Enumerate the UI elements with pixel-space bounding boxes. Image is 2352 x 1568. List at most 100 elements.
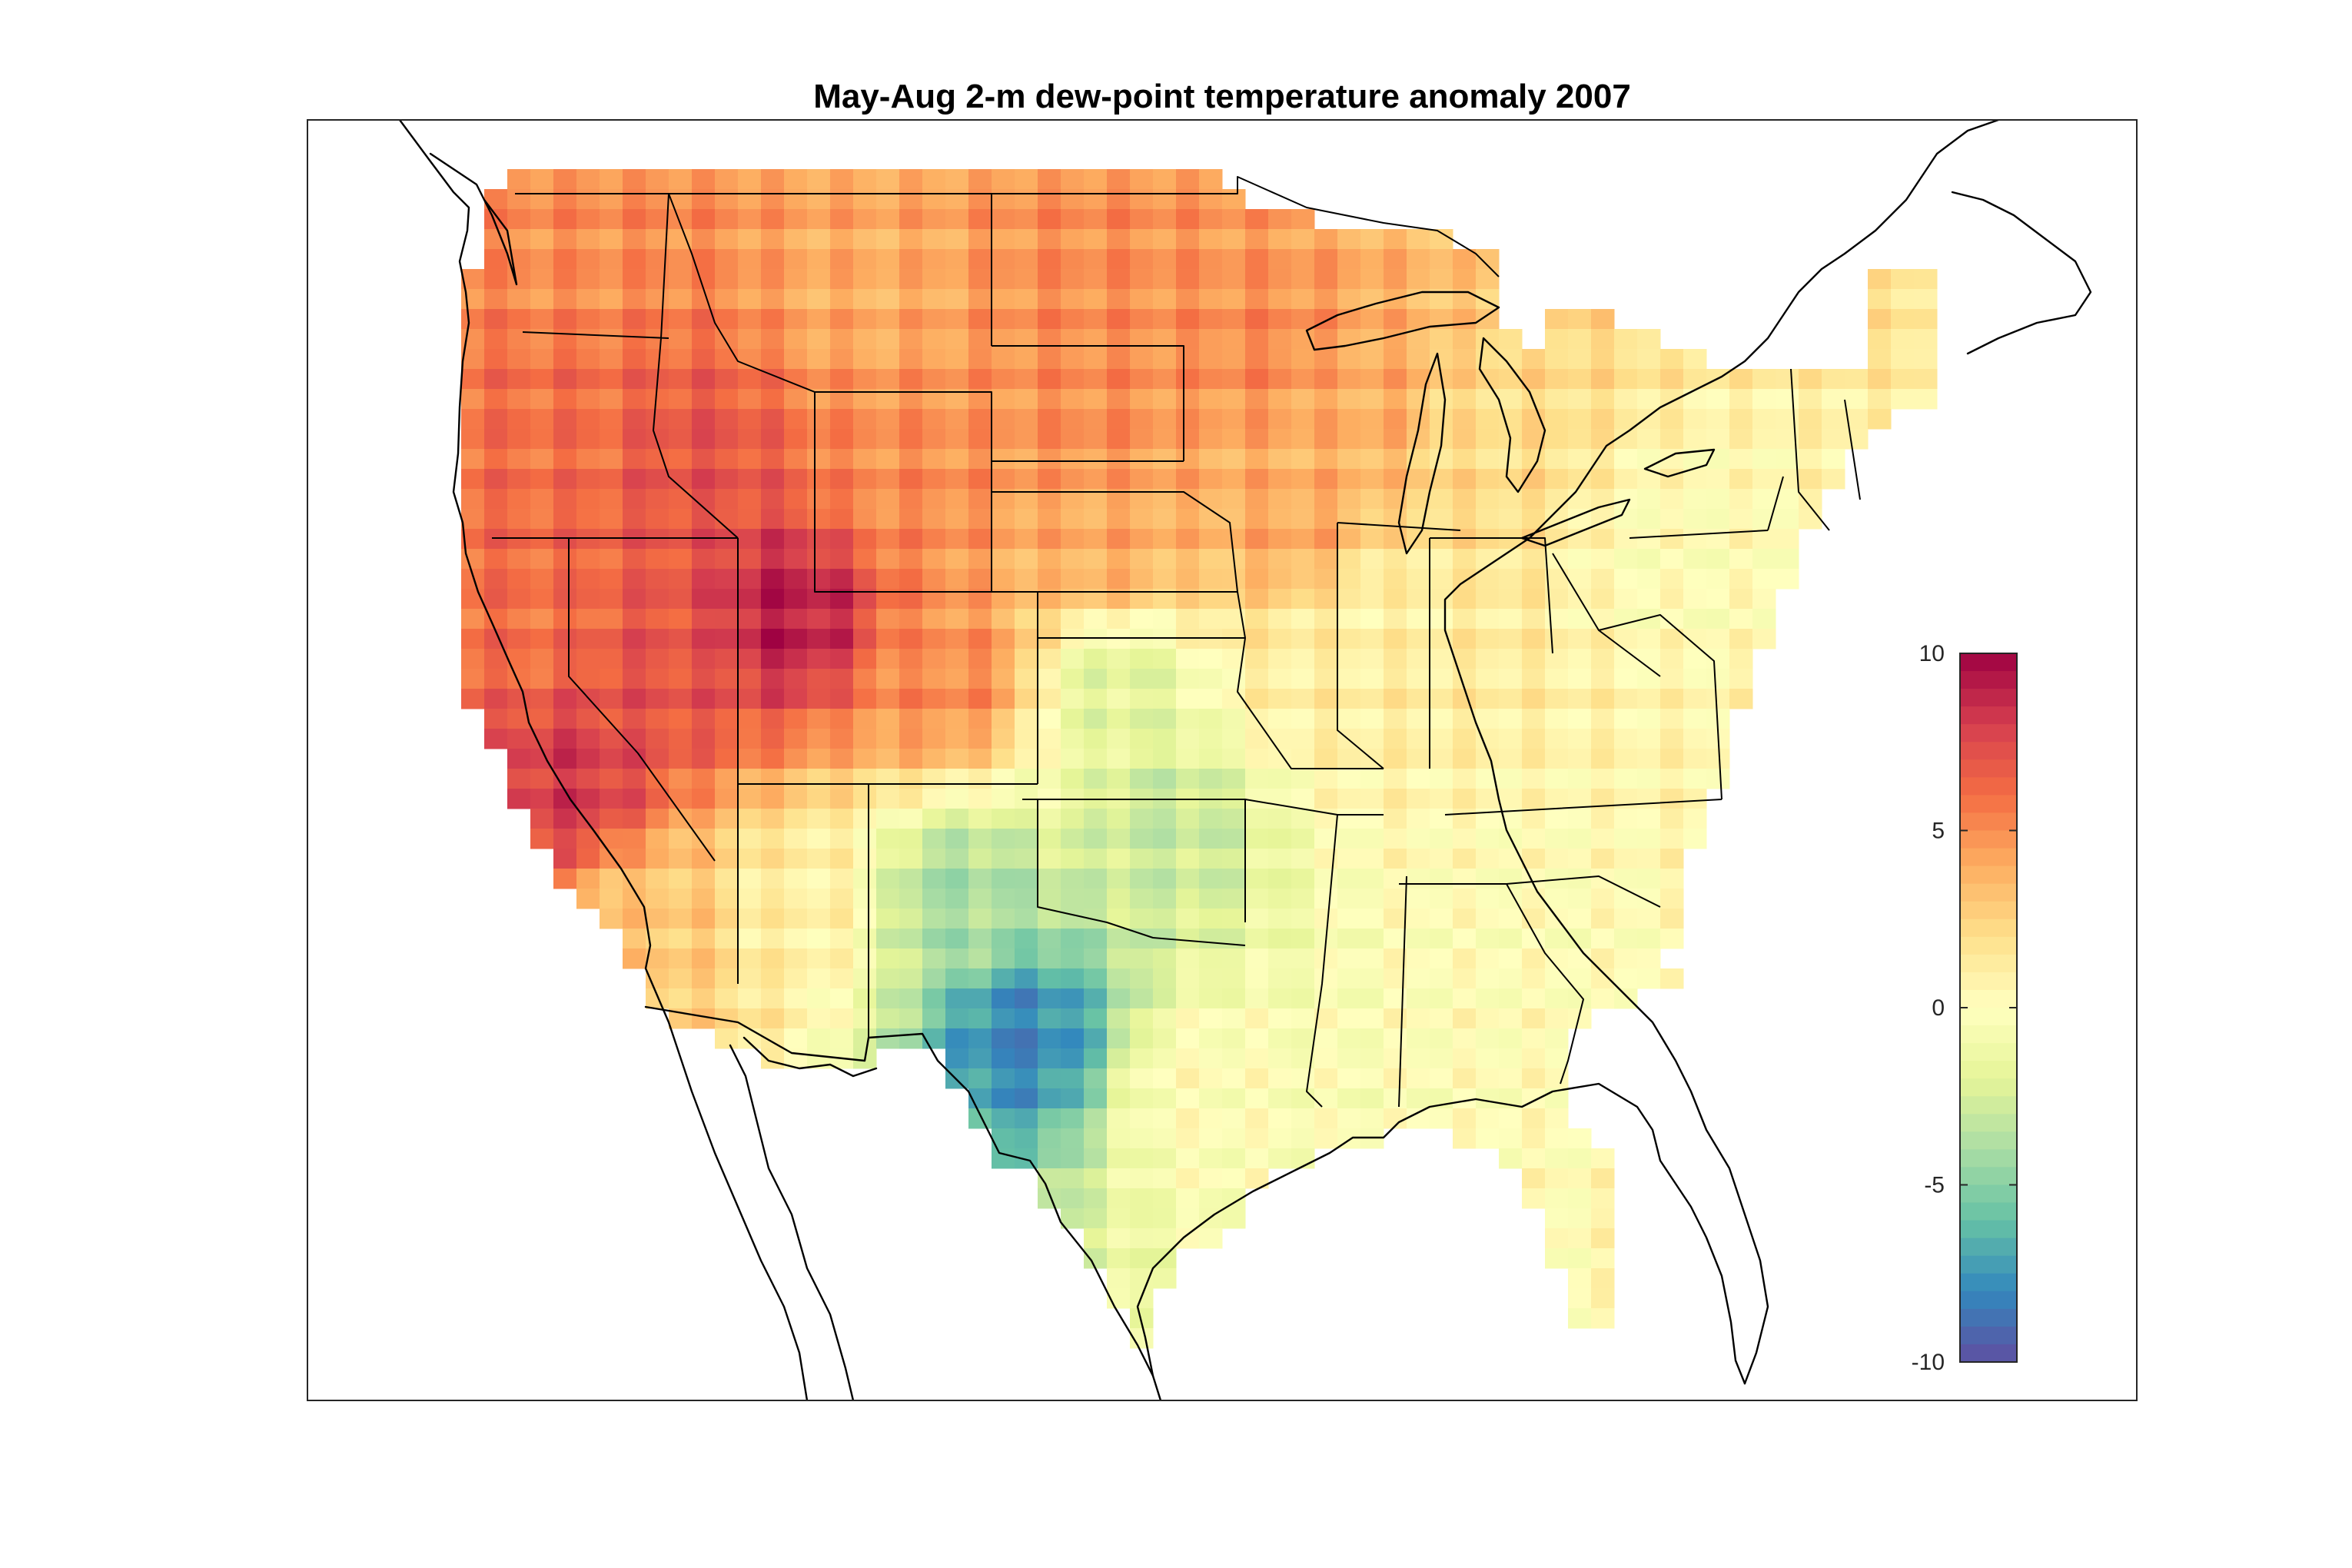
grid-cell bbox=[1130, 1148, 1154, 1169]
grid-cell bbox=[1268, 449, 1292, 470]
grid-cell bbox=[1061, 729, 1085, 749]
grid-cell bbox=[1153, 669, 1177, 689]
grid-cell bbox=[1130, 349, 1154, 370]
grid-cell bbox=[623, 649, 646, 669]
grid-cell bbox=[968, 988, 992, 1009]
grid-cell bbox=[807, 409, 831, 430]
grid-cell bbox=[1407, 1028, 1430, 1049]
grid-cell bbox=[1061, 1068, 1085, 1089]
grid-cell bbox=[876, 869, 900, 889]
grid-cell bbox=[738, 749, 762, 769]
grid-cell bbox=[830, 829, 854, 849]
grid-cell bbox=[1199, 389, 1223, 410]
grid-cell bbox=[853, 829, 877, 849]
grid-cell bbox=[853, 729, 877, 749]
grid-cell bbox=[1430, 1008, 1453, 1029]
grid-cell bbox=[1545, 968, 1569, 989]
grid-cell bbox=[830, 1028, 854, 1049]
grid-cell bbox=[715, 789, 739, 809]
grid-cell bbox=[1430, 1048, 1453, 1069]
grid-cell bbox=[1476, 689, 1500, 709]
grid-cell bbox=[1914, 349, 1938, 370]
grid-cell bbox=[600, 789, 623, 809]
grid-cell bbox=[1591, 389, 1615, 410]
grid-cell bbox=[1245, 749, 1269, 769]
grid-cell bbox=[761, 609, 785, 630]
grid-cell bbox=[553, 629, 577, 649]
grid-cell bbox=[623, 789, 646, 809]
grid-cell bbox=[1084, 869, 1108, 889]
grid-cell bbox=[1245, 249, 1269, 270]
grid-cell bbox=[1407, 569, 1430, 590]
grid-cell bbox=[1130, 169, 1154, 190]
grid-cell bbox=[1153, 1168, 1177, 1189]
map-axes-frame bbox=[307, 119, 2138, 1401]
grid-cell bbox=[945, 729, 969, 749]
grid-cell bbox=[1130, 269, 1154, 290]
grid-cell bbox=[1176, 1228, 1200, 1249]
grid-cell bbox=[945, 869, 969, 889]
grid-cell bbox=[1706, 629, 1730, 649]
grid-cell bbox=[1568, 409, 1592, 430]
grid-cell bbox=[1453, 469, 1477, 490]
pacific-coastline bbox=[398, 120, 809, 1400]
grid-cell bbox=[1268, 489, 1292, 510]
grid-cell bbox=[968, 229, 992, 250]
grid-cell bbox=[1130, 1228, 1154, 1249]
grid-cell bbox=[484, 709, 508, 729]
grid-cell bbox=[646, 209, 669, 230]
grid-cell bbox=[1545, 1168, 1569, 1189]
grid-cell bbox=[807, 909, 831, 929]
grid-cell bbox=[1130, 409, 1154, 430]
grid-cell bbox=[1545, 529, 1569, 550]
grid-cell bbox=[945, 629, 969, 649]
grid-cell bbox=[1476, 1028, 1500, 1049]
grid-cell bbox=[553, 849, 577, 869]
canada-east-coast bbox=[1920, 120, 2000, 178]
grid-cell bbox=[1107, 849, 1131, 869]
grid-cell bbox=[1591, 929, 1615, 949]
grid-cell bbox=[968, 629, 992, 649]
grid-cell bbox=[1591, 769, 1615, 789]
grid-cell bbox=[1706, 649, 1730, 669]
grid-cell bbox=[507, 549, 531, 570]
grid-cell bbox=[738, 649, 762, 669]
grid-cell bbox=[600, 809, 623, 829]
grid-cell bbox=[530, 469, 554, 490]
grid-cell bbox=[1176, 269, 1200, 290]
grid-cell bbox=[1153, 1188, 1177, 1209]
grid-cell bbox=[807, 609, 831, 630]
grid-cell bbox=[992, 1028, 1015, 1049]
grid-cell bbox=[1384, 429, 1407, 450]
grid-cell bbox=[1729, 549, 1753, 570]
grid-cell bbox=[692, 429, 716, 450]
grid-cell bbox=[1130, 849, 1154, 869]
grid-cell bbox=[1522, 1048, 1546, 1069]
grid-cell bbox=[1245, 589, 1269, 610]
grid-cell bbox=[623, 569, 646, 590]
grid-cell bbox=[669, 349, 693, 370]
grid-cell bbox=[1384, 449, 1407, 470]
grid-cell bbox=[1407, 1088, 1430, 1109]
gulf-of-california bbox=[742, 1036, 878, 1078]
grid-cell bbox=[1683, 509, 1707, 530]
grid-cell bbox=[1729, 589, 1753, 610]
grid-cell bbox=[830, 968, 854, 989]
grid-cell bbox=[1107, 269, 1131, 290]
grid-cell bbox=[1130, 869, 1154, 889]
grid-cell bbox=[1914, 389, 1938, 410]
grid-cell bbox=[1291, 309, 1315, 330]
grid-cell bbox=[1245, 529, 1269, 550]
grid-cell bbox=[1499, 1148, 1523, 1169]
grid-cell bbox=[1499, 1028, 1523, 1049]
grid-cell bbox=[1291, 948, 1315, 969]
grid-cell bbox=[1499, 769, 1523, 789]
grid-cell bbox=[761, 829, 785, 849]
grid-cell bbox=[1268, 709, 1292, 729]
grid-cell bbox=[830, 809, 854, 829]
grid-cell bbox=[1314, 869, 1338, 889]
grid-cell bbox=[715, 529, 739, 550]
grid-cell bbox=[784, 569, 808, 590]
grid-cell bbox=[1430, 968, 1453, 989]
grid-cell bbox=[1637, 968, 1661, 989]
